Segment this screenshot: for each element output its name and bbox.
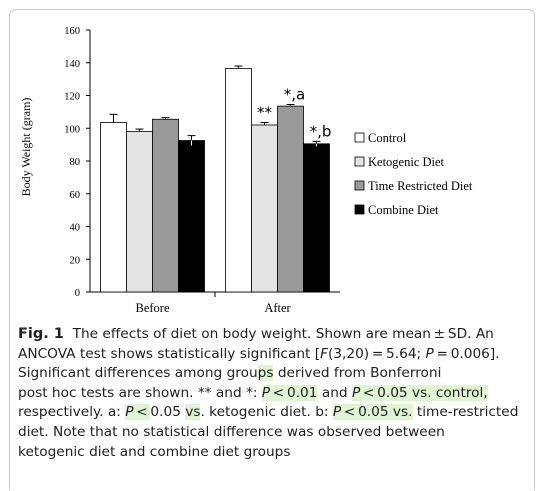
legend-swatch (354, 204, 365, 215)
legend-swatch (354, 132, 365, 143)
significance-annotation: *,a (284, 86, 305, 104)
legend-label: Combine Diet (368, 203, 439, 217)
legend-label: Control (368, 131, 407, 145)
highlight: P < (125, 404, 151, 421)
legend-item: Time Restricted Diet (354, 179, 473, 193)
legend-item: Ketogenic Diet (354, 155, 445, 169)
bar-control (225, 68, 252, 293)
caption-line-5: respectively. a: P < 0.05 vs. ketogenic … (18, 404, 519, 421)
legend-swatch (354, 180, 365, 191)
caption-line-3: Significant differences among groups der… (18, 365, 442, 382)
highlight: ps (257, 365, 274, 382)
error-bar (109, 113, 118, 123)
bar-control (100, 122, 127, 293)
error-bar (135, 128, 144, 132)
bar-chart: Body Weight (gram) 0 20 40 60 80 100 120 140 160… (19, 26, 473, 315)
bar-combine-diet (303, 143, 330, 293)
y-tick-label: 120 (64, 92, 80, 103)
legend-swatch (354, 156, 365, 167)
caption-line-4: post hoc tests are shown. ** and *: P < … (18, 384, 488, 401)
figure-label: Fig. 1 (18, 326, 64, 342)
significance-annotation: *,b (310, 122, 332, 140)
highlight: vs (185, 404, 201, 421)
y-tick-label: 100 (64, 124, 80, 135)
caption-line-1: Fig. 1 The effects of diet on body weigh… (18, 326, 494, 342)
legend-label: Time Restricted Diet (368, 179, 473, 193)
bars: ** *,a *,b (100, 65, 332, 293)
figure-caption: Fig. 1 The effects of diet on body weigh… (18, 325, 533, 462)
error-bar (312, 140, 321, 147)
legend-label: Ketogenic Diet (368, 155, 445, 169)
y-tick-label: 60 (70, 190, 81, 201)
bar-ketogenic-diet (126, 131, 153, 293)
highlight: P < 0.01 (261, 384, 318, 401)
error-bar (187, 135, 196, 146)
highlight: P < 0.05 vs. (332, 404, 413, 421)
y-tick-label: 20 (70, 255, 81, 266)
y-tick-label: 40 (70, 223, 81, 234)
x-tick-label: Before (135, 301, 169, 315)
bar-combine-diet (178, 140, 205, 293)
y-tick-label: 80 (70, 157, 81, 168)
highlight: P < 0.05 vs. control, (351, 384, 488, 401)
bar-time-restricted-diet (277, 105, 304, 293)
error-bar (161, 117, 170, 120)
caption-line-6: diet. Note that no statistical differenc… (18, 423, 445, 440)
legend-item: Control (354, 131, 407, 145)
significance-annotation: ** (257, 104, 273, 122)
x-tick-label: After (264, 301, 291, 315)
y-axis-label: Body Weight (gram) (19, 98, 33, 197)
y-tick-label: 140 (64, 59, 80, 70)
error-bar (286, 104, 295, 107)
y-tick-label: 0 (75, 288, 80, 299)
caption-line-2: ANCOVA test shows statistically signific… (18, 345, 500, 362)
legend: Control Ketogenic Diet Time Restricted Die… (354, 131, 473, 217)
bar-ketogenic-diet (251, 124, 278, 293)
error-bar (234, 65, 243, 69)
caption-line-7: ketogenic diet and combine diet groups (18, 443, 291, 460)
bar-time-restricted-diet (152, 118, 179, 293)
legend-item: Combine Diet (354, 203, 439, 217)
error-bar (260, 122, 269, 125)
y-tick-label: 160 (64, 26, 80, 37)
